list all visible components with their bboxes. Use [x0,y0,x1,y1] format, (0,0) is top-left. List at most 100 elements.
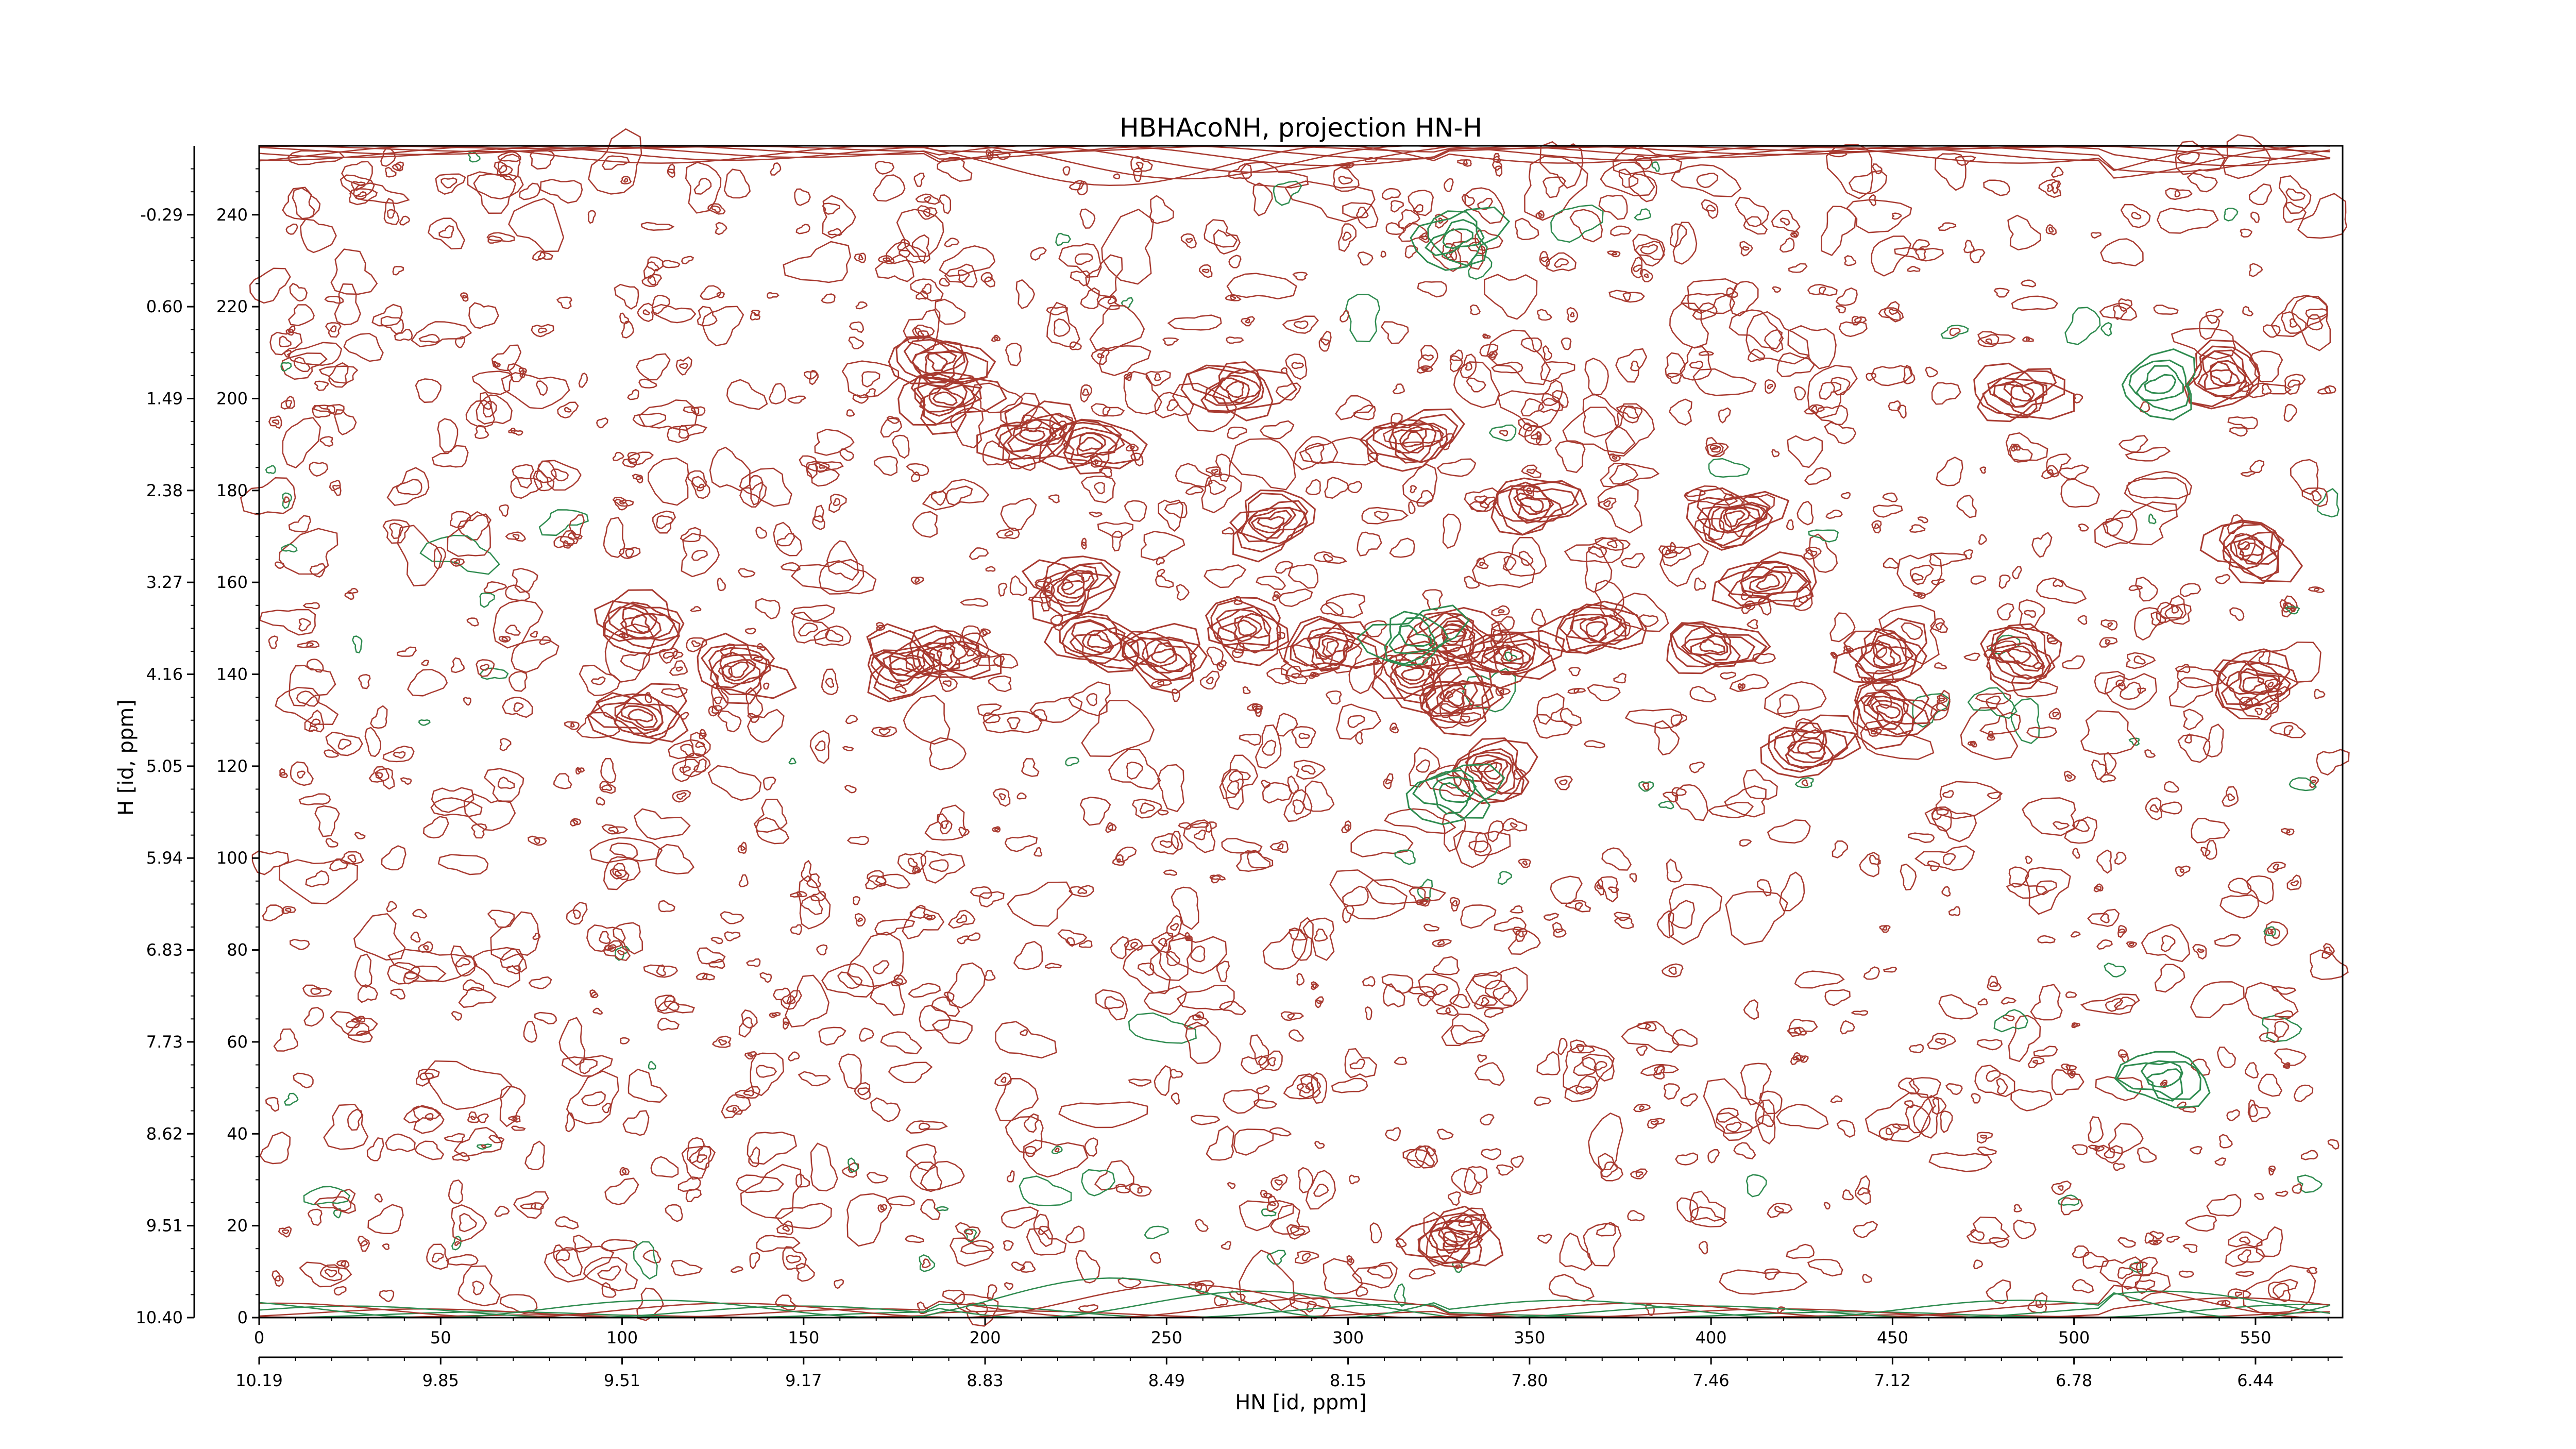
noise-contour [1941,886,1951,897]
noise-contour [1154,1065,1172,1097]
noise-contour [2311,779,2317,784]
noise-contour [1449,712,1481,727]
noise-contour [1338,175,1353,185]
noise-contour [284,907,292,913]
noise-contour [1536,693,1565,725]
noise-contour [326,405,335,414]
noise-contour [691,550,708,561]
noise-contour [1829,612,1856,643]
noise-contour [1739,241,1753,257]
noise-contour [448,1179,463,1204]
noise-contour [686,637,707,652]
peak-contour [1579,616,1608,643]
noise-contour [2105,998,2124,1012]
noise-contour [307,1208,323,1226]
noise-contour [876,621,886,631]
noise-contour [1600,161,1655,197]
noise-contour [737,568,756,578]
y-index-tick-label: 100 [216,848,248,868]
noise-contour [845,715,858,724]
peak-contour [1442,228,1473,249]
noise-contour [1283,1073,1321,1100]
noise-contour [1414,1145,1438,1167]
noise-contour [463,697,471,706]
noise-contour [2214,1157,2227,1166]
noise-contour [1680,293,1736,314]
noise-contour [958,827,970,837]
peak-contour [1441,624,1467,653]
noise-contour [2041,465,2059,480]
noise-contour [538,509,589,536]
noise-contour [1287,775,1299,794]
noise-contour [2259,1032,2279,1043]
noise-contour [2094,509,2138,548]
noise-contour [613,922,643,955]
noise-contour [1293,320,1309,329]
noise-contour [1102,406,1111,416]
noise-contour [1383,773,1394,789]
noise-contour [438,225,454,239]
plot-frame [258,145,2344,1319]
peak-contour [627,709,653,723]
noise-contour [453,559,461,565]
noise-contour [454,1241,461,1246]
y-ppm-tick-label: 2.38 [146,481,183,500]
noise-contour [1081,389,1090,396]
noise-contour [2008,1015,2041,1063]
noise-contour [1986,1070,2001,1082]
noise-contour [846,409,855,417]
y-ppm-tick-label: 5.94 [146,848,183,868]
noise-contour [2283,1063,2290,1068]
noise-contour [870,981,906,1016]
noise-contour [647,276,657,286]
noise-contour [1937,695,1948,704]
noise-contour [1145,370,1171,386]
peak-contour [2201,350,2248,397]
noise-contour [2144,1232,2155,1244]
noise-contour [1382,983,1405,1008]
noise-contour [2157,208,2219,234]
noise-contour [1878,1123,1902,1141]
noise-contour [340,851,364,865]
noise-contour [1204,219,1238,248]
noise-contour [1432,984,1448,996]
x-ppm-tick-label: 6.44 [2237,1371,2274,1390]
peak-contour [1500,648,1524,664]
noise-contour [1464,1166,1488,1193]
noise-contour [1788,1019,1818,1037]
noise-contour [1481,997,1490,1007]
noise-contour [609,843,638,860]
peak-contour [2212,659,2292,706]
x-index-tick-label: 450 [1877,1328,1908,1347]
peak-contour [1044,564,1099,607]
peak-contour [1050,569,1095,604]
noise-contour [1867,728,1883,737]
noise-contour [984,276,992,282]
noise-contour [979,891,1005,908]
noise-contour [553,535,575,549]
noise-contour [1098,345,1151,376]
noise-contour [1344,824,1350,831]
noise-contour [1374,511,1389,521]
noise-contour [1863,966,1880,980]
noise-contour [1185,932,1193,941]
noise-contour [2082,1252,2110,1269]
noise-contour [2067,1069,2076,1079]
noise-contour [1167,314,1222,331]
noise-contour [700,285,722,300]
noise-contour [1815,405,1849,426]
noise-contour [1987,731,1995,741]
noise-contour [1180,233,1197,249]
peak-contour [728,661,750,679]
noise-contour [1299,1075,1321,1099]
noise-contour [1457,159,1472,167]
peak [1180,361,1298,422]
noise-contour [1499,689,1504,695]
noise-contour [1658,800,1674,810]
noise-contour [2066,774,2073,779]
noise-contour [1934,153,1967,191]
noise-contour [1230,438,1296,491]
noise-contour [1608,290,1645,303]
noise-contour [1483,274,1538,320]
noise-contour [471,370,514,395]
